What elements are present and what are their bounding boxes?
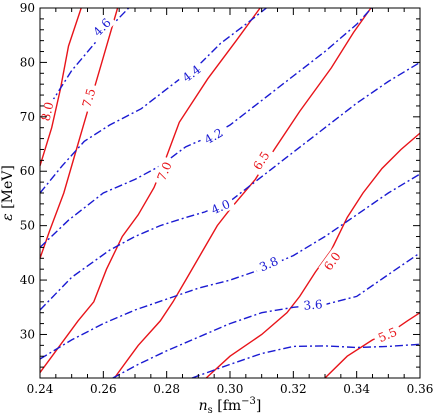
contour-line-extra-12 [191,343,421,379]
contour-line-7-0 [39,7,261,374]
x-tick-label: 0.34 [343,382,370,396]
tick-labels: 0.24 0.26 0.28 0.30 0.32 0.34 0.36 30 40 50 60 70 80… [20,1,434,396]
contour-line-7-5 [39,7,119,259]
x-tick-label: 0.26 [90,382,117,396]
contour-line-4-4 [39,7,267,194]
y-tick-label: 90 [20,1,35,15]
x-tick-label: 0.36 [407,382,434,396]
contour-label-5-5: 5.5 [376,325,399,345]
x-tick-label: 0.24 [27,382,54,396]
y-tick-label: 60 [20,164,35,178]
contour-label-7-5: 7.5 [80,87,99,109]
y-axis-title: ε [MeV] [0,165,16,221]
x-tick-label: 0.28 [153,382,180,396]
x-tick-label: 0.30 [217,382,244,396]
y-tick-label: 40 [20,273,35,287]
contour-label-3-6: 3.6 [303,297,323,313]
plot-frame [39,7,421,379]
y-tick-label: 70 [20,110,35,124]
contour-line-4-2 [39,7,373,248]
contour-line-6-5 [113,7,372,379]
contour-line-3-6 [112,252,421,379]
x-axis-title: ns [fm−3] [199,396,262,416]
contour-lines: 8.07.57.0 6.56.05.54.64.44.24.03.83.6 [37,7,421,379]
x-tick-label: 0.32 [280,382,307,396]
contour-label-3-8: 3.8 [257,254,280,274]
y-tick-label: 50 [20,219,35,233]
y-tick-label: 30 [20,327,35,341]
contour-line-4-0 [39,61,421,311]
contour-label-7-0: 7.0 [154,160,174,183]
contour-line-5-5 [324,312,421,379]
y-tick-label: 80 [20,55,35,69]
contour-label-4-0: 4.0 [209,197,232,217]
